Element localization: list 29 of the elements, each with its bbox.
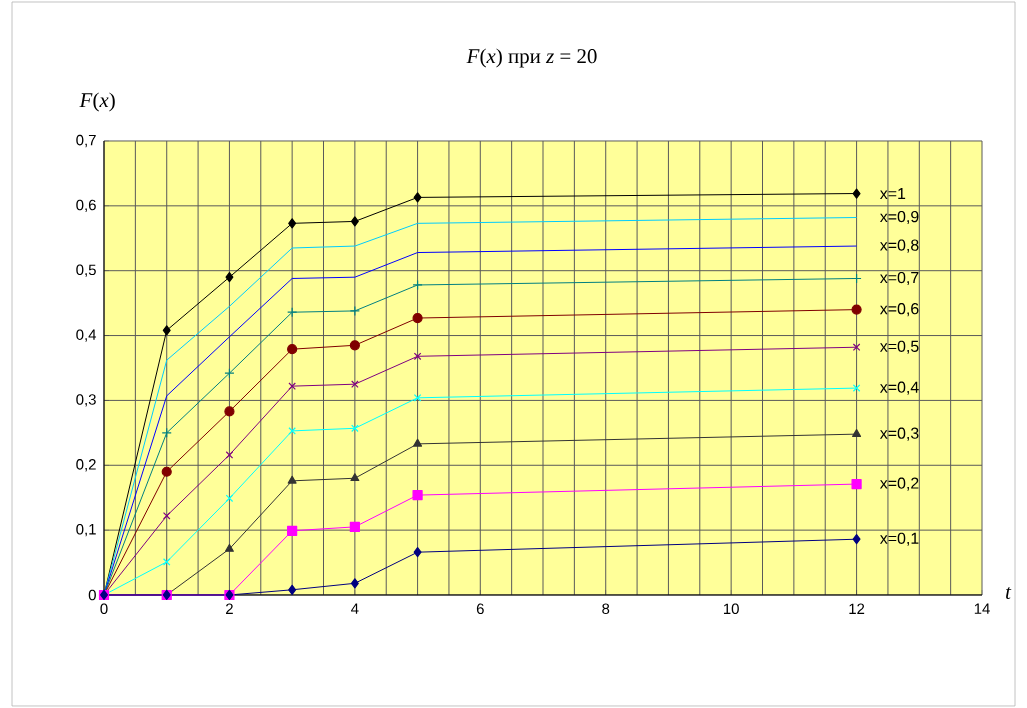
y-tick-label: 0,7 <box>76 134 96 148</box>
x-tick-label: 6 <box>476 603 484 615</box>
series-label: x=0,3 <box>879 427 919 441</box>
x-tick-label: 2 <box>226 603 233 614</box>
x-tick-label: 14 <box>974 603 990 614</box>
chart-title: F(x) при z = 20 <box>466 48 597 68</box>
series-label: x=1 <box>879 188 906 199</box>
y-tick-label: 0 <box>88 589 96 601</box>
x-tick-label: 0 <box>100 603 108 615</box>
x-tick-label: 8 <box>602 603 610 615</box>
series-label: x=0,2 <box>879 477 919 491</box>
y-tick-label: 0,4 <box>76 329 97 342</box>
series-label: x=0,5 <box>879 340 919 354</box>
series-label: x=0,4 <box>879 381 919 395</box>
series-label: x=0,6 <box>879 303 919 317</box>
x-tick-label: 4 <box>351 603 359 614</box>
y-tick-label: 0,2 <box>76 459 96 472</box>
y-tick-label: 0,1 <box>76 523 96 537</box>
series-label: x=0,9 <box>879 210 919 225</box>
y-tick-label: 0,6 <box>76 199 96 213</box>
series-label: x=0,1 <box>879 532 919 546</box>
series-label: x=0,8 <box>879 239 919 253</box>
x-tick-label: 12 <box>849 603 865 614</box>
y-tick-label: 0,3 <box>76 394 96 407</box>
series-label: x=0,7 <box>879 271 919 286</box>
y-axis-title: F(x) <box>79 92 115 112</box>
y-tick-label: 0,5 <box>76 264 96 277</box>
x-tick-label: 10 <box>723 603 739 615</box>
x-axis-title: t <box>1006 586 1012 599</box>
